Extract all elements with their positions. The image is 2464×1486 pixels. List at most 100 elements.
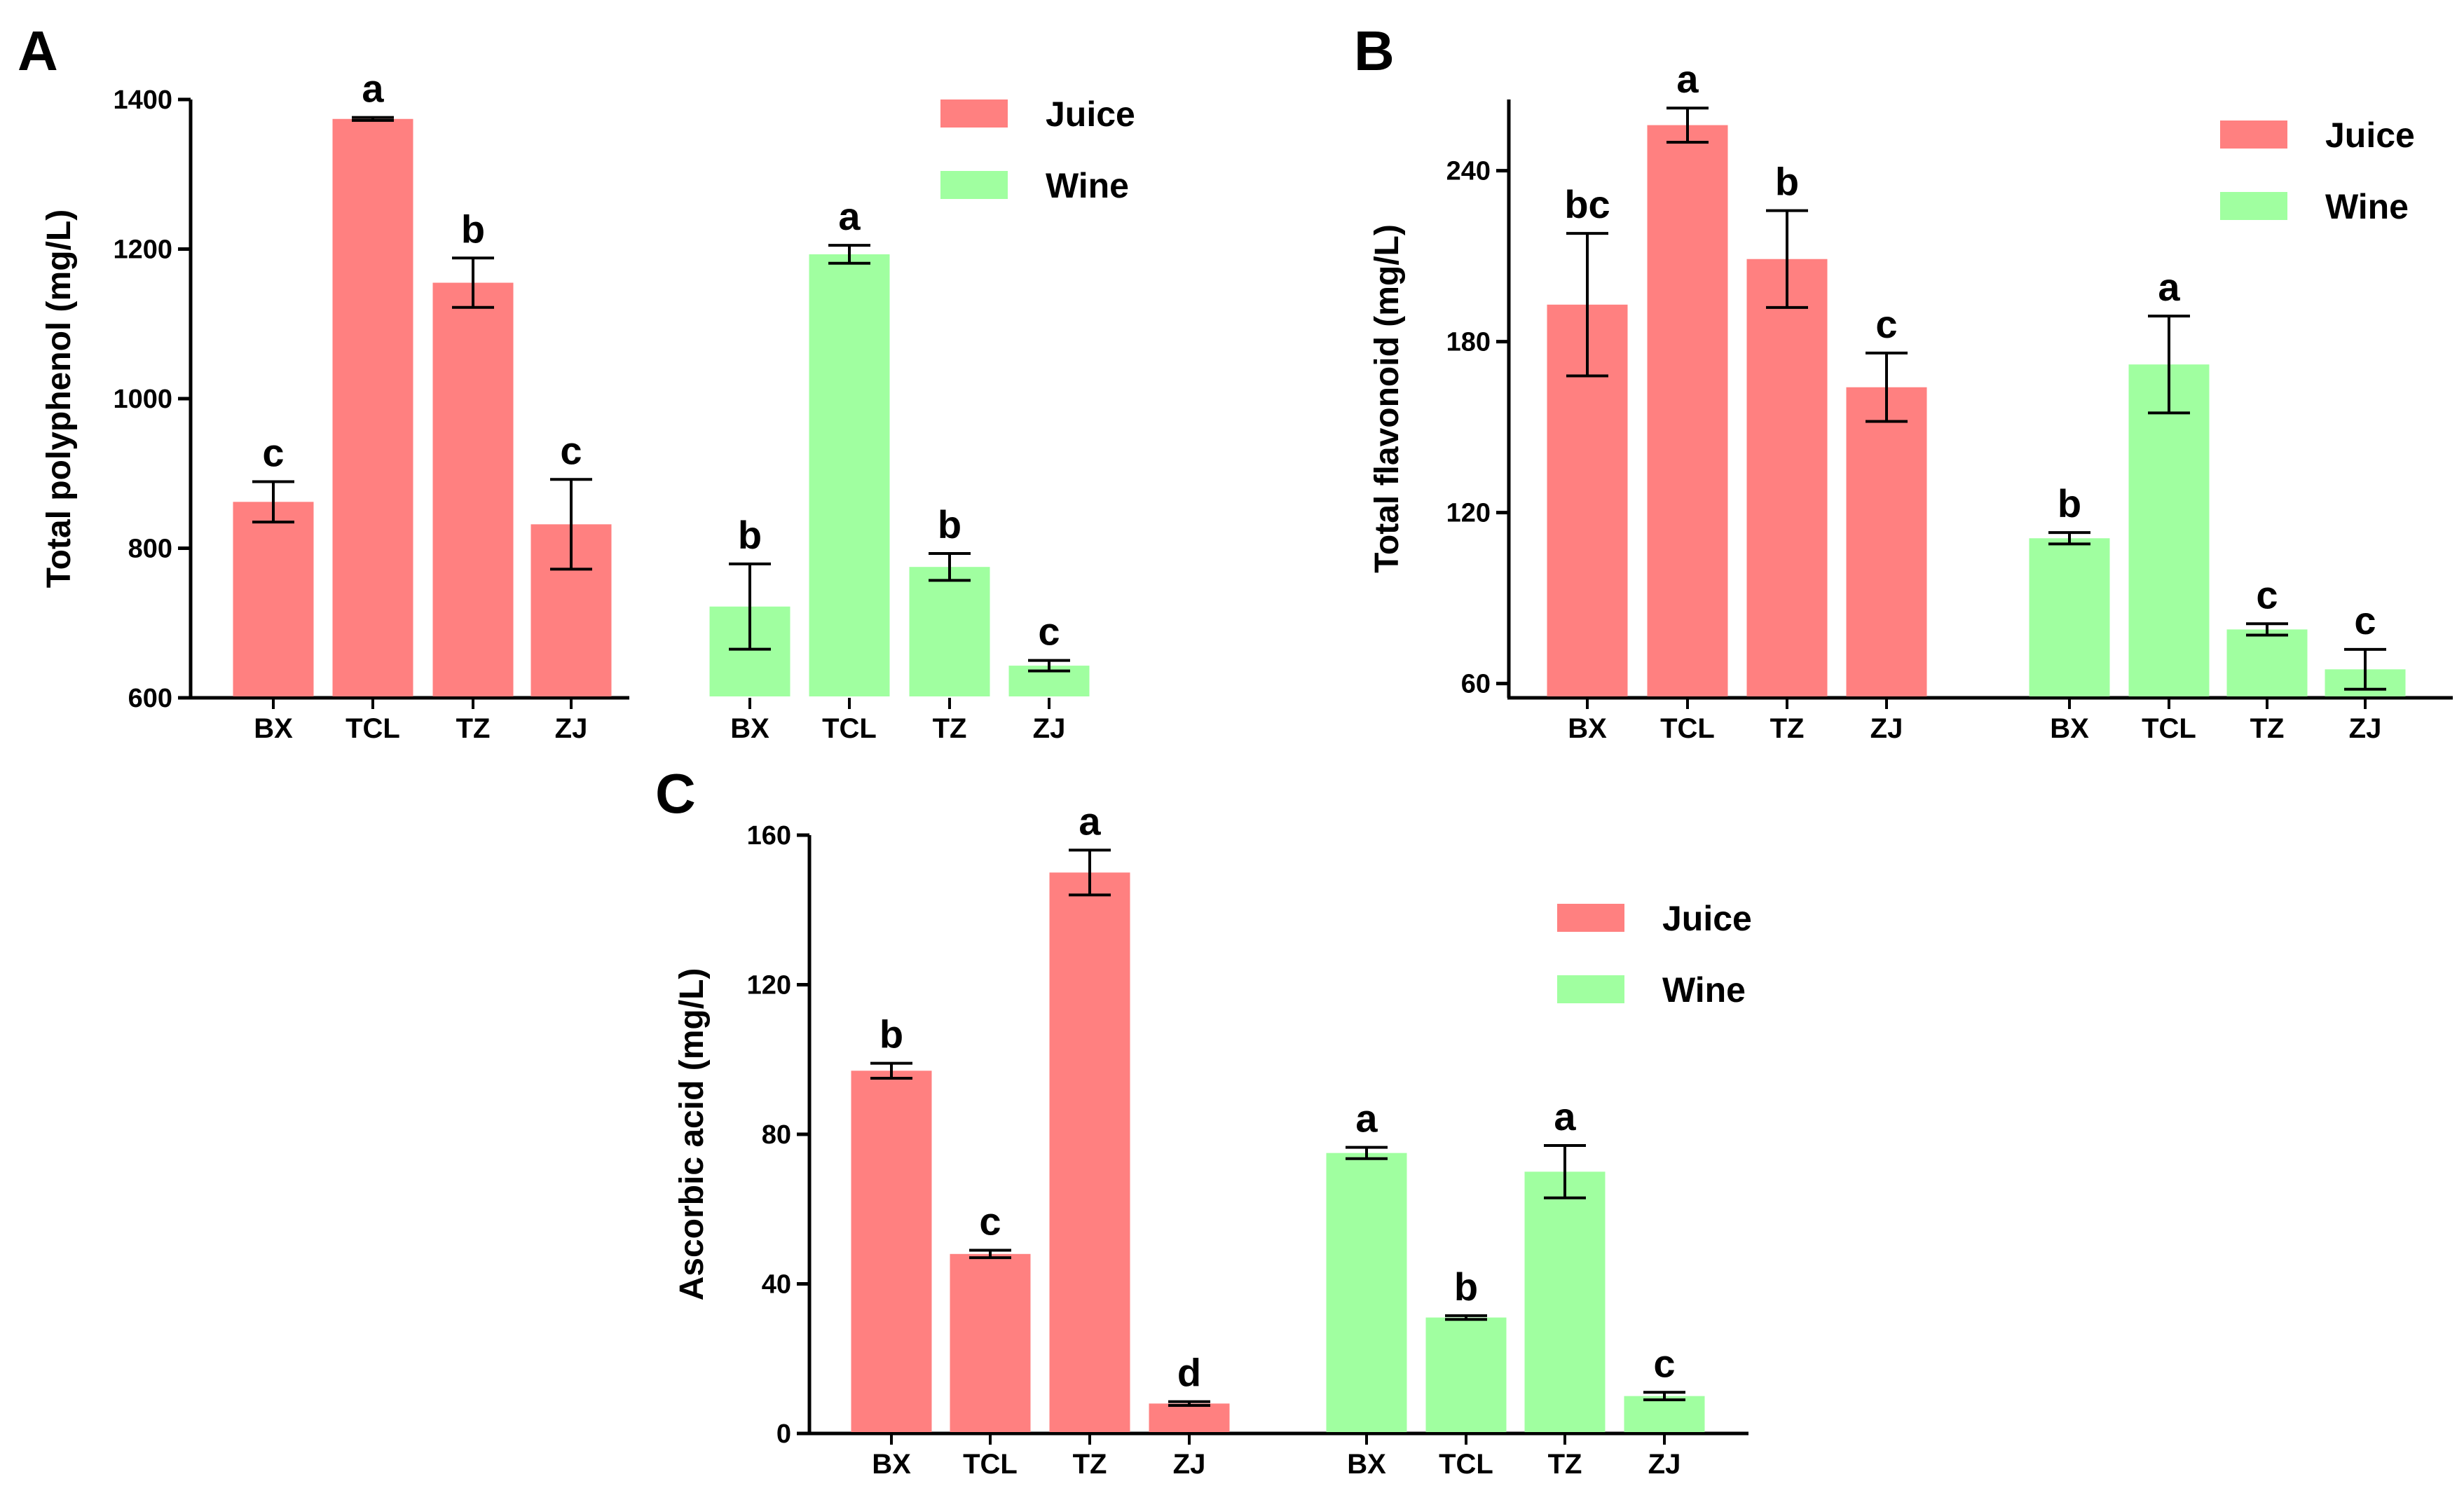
x-tick-label: TZ: [933, 713, 967, 744]
legend-label: Juice: [2325, 116, 2415, 155]
bar: [233, 502, 314, 696]
legend-swatch: [1557, 975, 1624, 1003]
x-tick-label: ZJ: [1033, 713, 1066, 744]
significance-label: c: [1875, 302, 1897, 346]
bar: [2029, 538, 2110, 696]
bar: [1425, 1317, 1507, 1432]
y-tick-label: 40: [762, 1270, 791, 1300]
x-tick-label: TCL: [963, 1449, 1018, 1480]
bar: [950, 1253, 1031, 1432]
x-tick-label: ZJ: [1648, 1449, 1681, 1480]
legend: Juice Wine: [940, 95, 1135, 205]
x-tick-label: TZ: [1073, 1449, 1107, 1480]
x-tick-label: TCL: [1439, 1449, 1493, 1480]
significance-label: b: [461, 207, 485, 251]
x-tick-label: ZJ: [1173, 1449, 1206, 1480]
significance-label: a: [1079, 799, 1101, 843]
x-tick-label: ZJ: [1870, 713, 1903, 744]
significance-label: c: [262, 430, 284, 474]
y-tick-label: 80: [762, 1120, 791, 1150]
x-tick-label: BX: [1568, 713, 1607, 744]
bar: [1746, 259, 1828, 696]
significance-label: b: [2058, 481, 2081, 525]
bar: [809, 254, 890, 696]
y-tick-label: 180: [1446, 328, 1491, 357]
x-tick-label: BX: [730, 713, 769, 744]
significance-label: c: [2354, 598, 2376, 642]
y-tick-label: 240: [1446, 157, 1491, 186]
panel-c: C 0 40 80 120 160 Ascorbic acid (mg/L) b BX c TCL a…: [655, 762, 1752, 1480]
x-tick-label: TZ: [1770, 713, 1805, 744]
bar: [1149, 1403, 1230, 1432]
y-tick-label: 60: [1461, 670, 1491, 699]
bar: [2226, 629, 2308, 696]
legend-label: Wine: [2325, 187, 2409, 226]
x-tick-label: ZJ: [555, 713, 588, 744]
panel-letter: B: [1354, 20, 1395, 82]
significance-label: b: [1775, 160, 1799, 204]
bar: [2128, 364, 2210, 696]
y-tick-label: 600: [128, 684, 172, 713]
x-tick-label: TCL: [2142, 713, 2196, 744]
significance-label: c: [1038, 610, 1060, 654]
legend: Juice Wine: [2220, 116, 2415, 226]
y-tick-label: 0: [776, 1419, 791, 1449]
bar: [851, 1071, 932, 1432]
bar: [1624, 1396, 1705, 1432]
significance-label: b: [879, 1012, 903, 1057]
bar: [1049, 872, 1130, 1432]
significance-label: c: [560, 428, 582, 472]
significance-label: b: [738, 513, 762, 557]
y-axis-label: Total flavonoid (mg/L): [1369, 224, 1406, 573]
significance-label: d: [1177, 1351, 1201, 1395]
y-axis-label: Ascorbic acid (mg/L): [673, 968, 711, 1301]
significance-label: bc: [1564, 182, 1610, 226]
bar: [909, 567, 990, 696]
legend-label: Wine: [1046, 166, 1129, 205]
x-tick-label: BX: [1347, 1449, 1386, 1480]
significance-label: a: [362, 67, 384, 111]
legend-swatch: [1557, 904, 1624, 932]
bar: [432, 282, 514, 697]
y-tick-label: 1400: [113, 85, 172, 115]
bar: [332, 118, 413, 696]
x-tick-label: BX: [872, 1449, 911, 1480]
significance-label: b: [1454, 1265, 1478, 1309]
legend-label: Juice: [1046, 95, 1135, 134]
legend-swatch: [940, 99, 1008, 128]
significance-label: c: [1653, 1341, 1675, 1385]
significance-label: a: [1676, 57, 1699, 101]
y-tick-label: 1200: [113, 235, 172, 265]
y-tick-label: 160: [747, 821, 791, 851]
significance-label: a: [838, 194, 861, 238]
bar: [1647, 125, 1728, 697]
x-tick-label: BX: [254, 713, 293, 744]
x-tick-label: TCL: [1660, 713, 1715, 744]
legend-swatch: [940, 171, 1008, 199]
legend-swatch: [2220, 192, 2287, 220]
y-tick-label: 1000: [113, 385, 172, 414]
legend-label: Wine: [1662, 970, 1746, 1010]
bar: [1326, 1153, 1407, 1432]
bar: [1846, 387, 1927, 696]
significance-label: c: [979, 1199, 1001, 1243]
significance-label: c: [2256, 572, 2278, 617]
significance-label: a: [2158, 265, 2180, 309]
y-tick-label: 120: [1446, 499, 1491, 528]
x-tick-label: ZJ: [2349, 713, 2382, 744]
significance-label: b: [938, 502, 961, 546]
significance-label: a: [1355, 1096, 1378, 1141]
bar: [1524, 1171, 1606, 1432]
y-axis-label: Total polyphenol (mg/L): [41, 209, 78, 588]
x-tick-label: TZ: [2250, 713, 2285, 744]
y-tick-label: 800: [128, 535, 172, 564]
x-tick-label: TCL: [345, 713, 400, 744]
x-tick-label: TZ: [456, 713, 491, 744]
significance-label: a: [1554, 1094, 1576, 1138]
legend: Juice Wine: [1557, 899, 1752, 1010]
panel-letter: C: [655, 762, 696, 825]
x-tick-label: BX: [2050, 713, 2089, 744]
panel-a: A 600 800 1000 1200 1400 Total polyphenol (mg/…: [18, 20, 1135, 744]
